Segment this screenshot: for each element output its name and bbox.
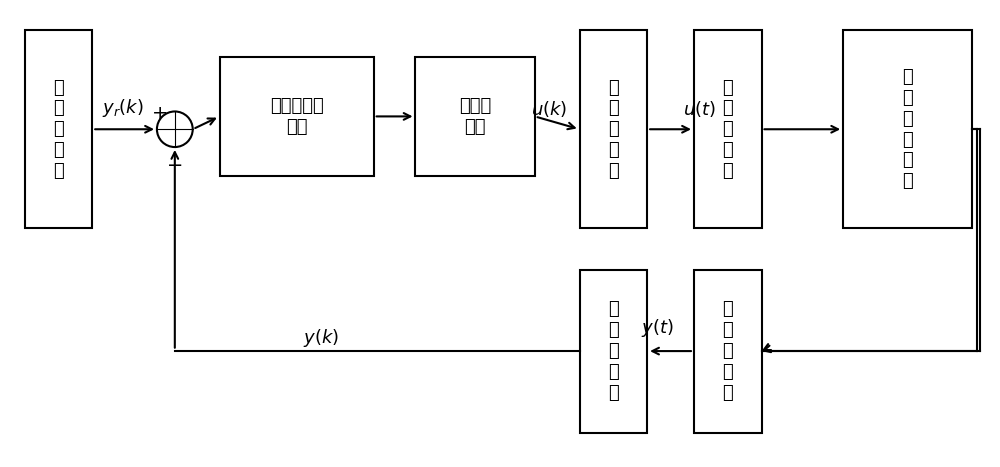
Bar bbox=[415, 57, 535, 176]
Text: $u(k)$: $u(k)$ bbox=[531, 99, 568, 120]
Bar bbox=[694, 269, 762, 432]
Text: 迭代学习控
制器: 迭代学习控 制器 bbox=[270, 97, 324, 136]
Text: $y(t)$: $y(t)$ bbox=[641, 317, 673, 339]
Text: $y_r(k)$: $y_r(k)$ bbox=[102, 98, 144, 120]
Text: 数
模
转
换
器: 数 模 转 换 器 bbox=[608, 78, 619, 180]
Text: 模
数
转
换
器: 模 数 转 换 器 bbox=[608, 300, 619, 402]
Text: $y(k)$: $y(k)$ bbox=[303, 326, 339, 348]
Text: $u(t)$: $u(t)$ bbox=[683, 99, 716, 120]
Bar bbox=[843, 30, 972, 228]
Bar bbox=[694, 30, 762, 228]
Text: −: − bbox=[167, 156, 183, 175]
Bar bbox=[580, 30, 647, 228]
Text: 位
移
传
感
器: 位 移 传 感 器 bbox=[722, 300, 733, 402]
Text: +: + bbox=[152, 104, 168, 123]
Text: 迟滞补
偿器: 迟滞补 偿器 bbox=[459, 97, 491, 136]
Bar bbox=[580, 269, 647, 432]
Text: 压
电
陶
瓷
执
行: 压 电 陶 瓷 执 行 bbox=[902, 68, 913, 190]
Bar bbox=[25, 30, 92, 228]
Text: 功
率
放
大
器: 功 率 放 大 器 bbox=[722, 78, 733, 180]
Bar bbox=[220, 57, 374, 176]
Text: 信
号
发
生
器: 信 号 发 生 器 bbox=[53, 78, 64, 180]
